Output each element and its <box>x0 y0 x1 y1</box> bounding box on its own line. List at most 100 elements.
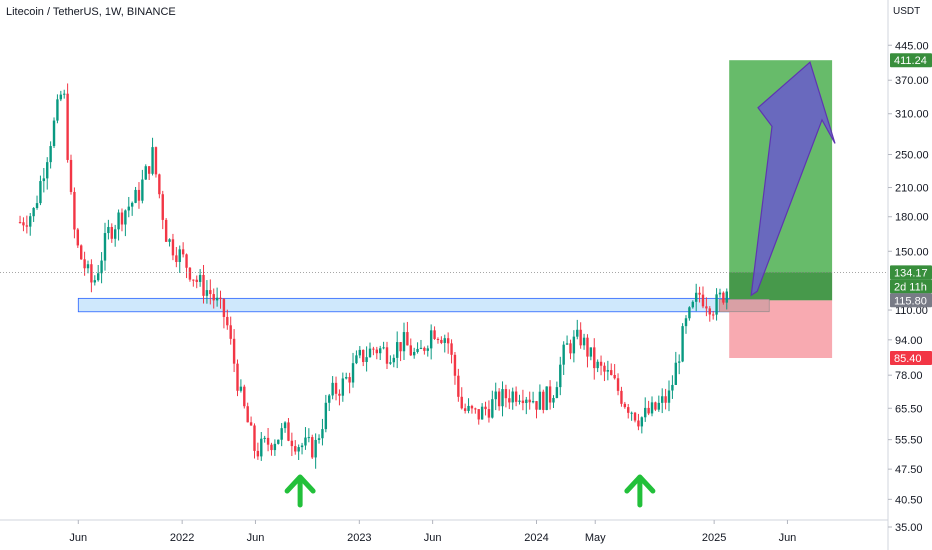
candle <box>586 334 589 368</box>
candle-body <box>508 398 511 403</box>
candle-body <box>321 429 324 439</box>
price-tick-label: 78.00 <box>895 370 923 382</box>
candle-body <box>664 396 667 403</box>
candle-body <box>715 294 718 315</box>
candle <box>644 397 647 422</box>
candle <box>137 182 141 209</box>
candle-body <box>277 439 280 444</box>
candle <box>633 411 637 423</box>
candle-body <box>137 189 141 201</box>
badge-bg <box>890 279 932 294</box>
candle-body <box>718 292 722 295</box>
candle <box>674 351 678 386</box>
candle <box>164 218 168 242</box>
candle <box>657 395 661 412</box>
candle <box>178 245 181 273</box>
candle-body <box>392 357 395 363</box>
candle <box>270 442 273 456</box>
candle-body <box>460 396 463 409</box>
candle <box>698 286 701 303</box>
candle-body <box>283 422 287 429</box>
candle <box>678 354 681 375</box>
time-tick-label: 2023 <box>347 532 371 544</box>
candle-body <box>382 347 385 349</box>
candle <box>246 402 249 423</box>
candle-body <box>647 407 650 414</box>
candle <box>222 298 226 329</box>
candle <box>365 346 368 372</box>
candle <box>433 326 436 340</box>
candle-body <box>110 226 113 239</box>
candle <box>552 395 555 408</box>
candle <box>491 390 494 419</box>
candle-body <box>562 344 565 365</box>
candle <box>147 165 151 181</box>
candle-body <box>402 332 406 352</box>
candle-body <box>317 438 321 440</box>
candle <box>215 287 219 307</box>
candle-body <box>579 329 582 346</box>
candle-body <box>470 405 474 409</box>
candle <box>90 259 93 293</box>
candle-body <box>650 402 654 414</box>
candle-body <box>623 403 627 408</box>
candle <box>620 386 623 407</box>
candle-body <box>474 408 477 410</box>
candle-body <box>205 290 209 296</box>
candle-body <box>412 351 416 356</box>
candle <box>127 196 130 218</box>
candle <box>627 404 630 419</box>
badge-bg <box>890 265 932 280</box>
candle <box>372 346 375 356</box>
candle <box>467 398 470 414</box>
candle <box>280 423 283 447</box>
candle <box>341 372 345 402</box>
candle <box>236 359 239 397</box>
candle-body <box>80 245 83 260</box>
candle-body <box>239 386 243 391</box>
candle <box>379 345 382 361</box>
candle-body <box>338 393 341 396</box>
candle-body <box>100 260 103 274</box>
candle <box>25 215 29 234</box>
time-tick-label: Jun <box>424 532 442 544</box>
badge-label: 85.40 <box>894 353 922 365</box>
candle-body <box>627 407 630 413</box>
candle-body <box>130 202 134 207</box>
candle <box>562 341 565 375</box>
candle-body <box>18 222 22 224</box>
candle <box>209 279 212 305</box>
time-tick-label: May <box>585 532 606 544</box>
candle-body <box>548 386 552 403</box>
time-tick-label: 2025 <box>702 532 726 544</box>
candle <box>477 409 480 425</box>
candle <box>175 246 178 268</box>
candle-body <box>395 342 399 358</box>
candle-body <box>711 314 715 316</box>
currency-label[interactable]: USDT <box>893 6 921 17</box>
candle-body <box>280 428 283 440</box>
candle <box>423 346 426 355</box>
candle-body <box>385 347 389 364</box>
candle-body <box>681 326 684 362</box>
candle <box>120 208 124 232</box>
candle-body <box>297 447 300 452</box>
candle <box>52 117 56 148</box>
candle <box>321 418 324 446</box>
candle <box>151 137 154 176</box>
candle <box>392 354 395 368</box>
candle-body <box>307 437 311 439</box>
candle <box>113 224 117 247</box>
candle <box>528 391 531 410</box>
candle <box>96 264 100 282</box>
candle-body <box>453 354 457 376</box>
candle-body <box>691 301 694 308</box>
candle-body <box>630 412 633 414</box>
candle-body <box>113 229 117 239</box>
price-tick-label: 250.00 <box>895 149 929 161</box>
time-tick-label: Jun <box>69 532 87 544</box>
candle-body <box>463 408 467 411</box>
candle-body <box>195 279 198 282</box>
candle-body <box>616 378 620 391</box>
